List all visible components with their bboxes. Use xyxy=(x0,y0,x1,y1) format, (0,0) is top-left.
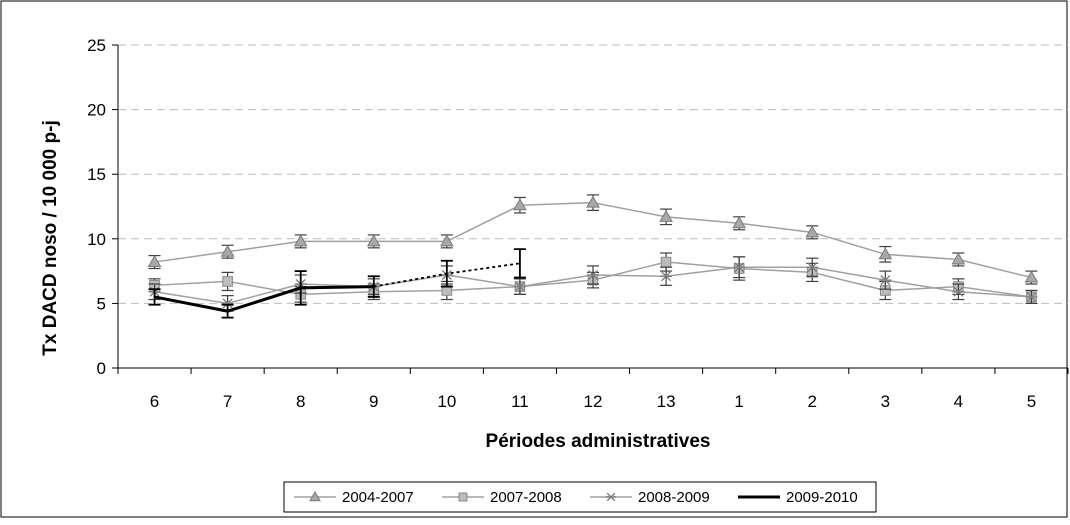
x-tick-label: 10 xyxy=(437,392,456,411)
star-stroke xyxy=(606,492,616,502)
data-point-triangle xyxy=(439,234,454,247)
x-tick-label: 5 xyxy=(1027,392,1036,411)
data-point-square xyxy=(660,256,672,268)
data-point-triangle xyxy=(586,195,600,208)
star-stroke xyxy=(514,281,525,292)
x-tick-label: 1 xyxy=(734,392,743,411)
legend-label: 2004-2007 xyxy=(342,489,414,506)
y-axis-title: Tx DACD noso / 10 000 p-j xyxy=(40,120,61,355)
series-line xyxy=(154,285,374,313)
x-tick-label: 13 xyxy=(657,392,676,411)
y-tick-label: 5 xyxy=(97,294,106,313)
star-stroke xyxy=(880,275,891,286)
data-point-square xyxy=(222,276,233,287)
data-point-triangle xyxy=(513,198,527,211)
data-point-square xyxy=(458,492,468,502)
legend-label: 2008-2009 xyxy=(638,489,710,506)
data-point-triangle xyxy=(309,490,321,502)
data-point-triangle xyxy=(1024,270,1039,283)
data-point-triangle xyxy=(805,225,820,238)
x-tick-label: 11 xyxy=(511,392,529,411)
data-point-triangle xyxy=(732,216,747,229)
data-point-triangle xyxy=(293,234,308,247)
star-stroke xyxy=(588,269,598,280)
x-tick-label: 6 xyxy=(150,392,159,411)
legend-label: 2007-2008 xyxy=(490,489,562,506)
data-point-triangle xyxy=(878,247,893,260)
data-point-triangle xyxy=(220,244,235,257)
star-stroke xyxy=(953,286,964,297)
x-tick-label: 3 xyxy=(881,392,890,411)
y-tick-label: 10 xyxy=(87,230,106,249)
x-tick-label: 8 xyxy=(296,392,305,411)
data-point-triangle xyxy=(659,209,673,222)
data-point-star xyxy=(587,269,599,280)
data-point-triangle xyxy=(147,255,162,268)
star-stroke xyxy=(734,262,745,273)
series-2004-2007 xyxy=(147,194,1039,285)
x-tick-label: 4 xyxy=(954,392,963,411)
y-tick-label: 15 xyxy=(87,165,106,184)
x-tick-label: 7 xyxy=(223,392,232,411)
data-point-triangle xyxy=(951,252,966,265)
x-tick-label: 2 xyxy=(807,392,816,411)
legend-label: 2009-2010 xyxy=(786,489,858,506)
data-point-star xyxy=(1025,291,1038,302)
data-point-star xyxy=(879,275,892,286)
legend: 2004-2007 2007-2008 2008-2009 2009-2010 xyxy=(283,481,877,513)
y-tick-label: 0 xyxy=(97,359,106,378)
data-point-star xyxy=(952,286,965,297)
star-stroke xyxy=(1026,291,1037,302)
y-tick-label: 20 xyxy=(87,101,106,120)
data-point-triangle xyxy=(366,234,381,247)
data-point-star xyxy=(806,262,819,273)
data-point-star xyxy=(513,281,526,292)
data-point-star xyxy=(221,298,234,309)
projection-line xyxy=(373,248,526,288)
data-point-star xyxy=(733,262,746,273)
x-tick-label: 12 xyxy=(584,392,603,411)
star-stroke xyxy=(807,262,818,273)
data-point-star xyxy=(606,492,616,502)
x-axis-title: Périodes administratives xyxy=(486,431,711,452)
x-tick-label: 9 xyxy=(369,392,378,411)
star-stroke xyxy=(661,271,672,282)
star-stroke xyxy=(222,298,233,309)
data-point-star xyxy=(660,271,673,282)
legend-box xyxy=(283,481,877,513)
y-tick-label: 25 xyxy=(87,36,106,55)
